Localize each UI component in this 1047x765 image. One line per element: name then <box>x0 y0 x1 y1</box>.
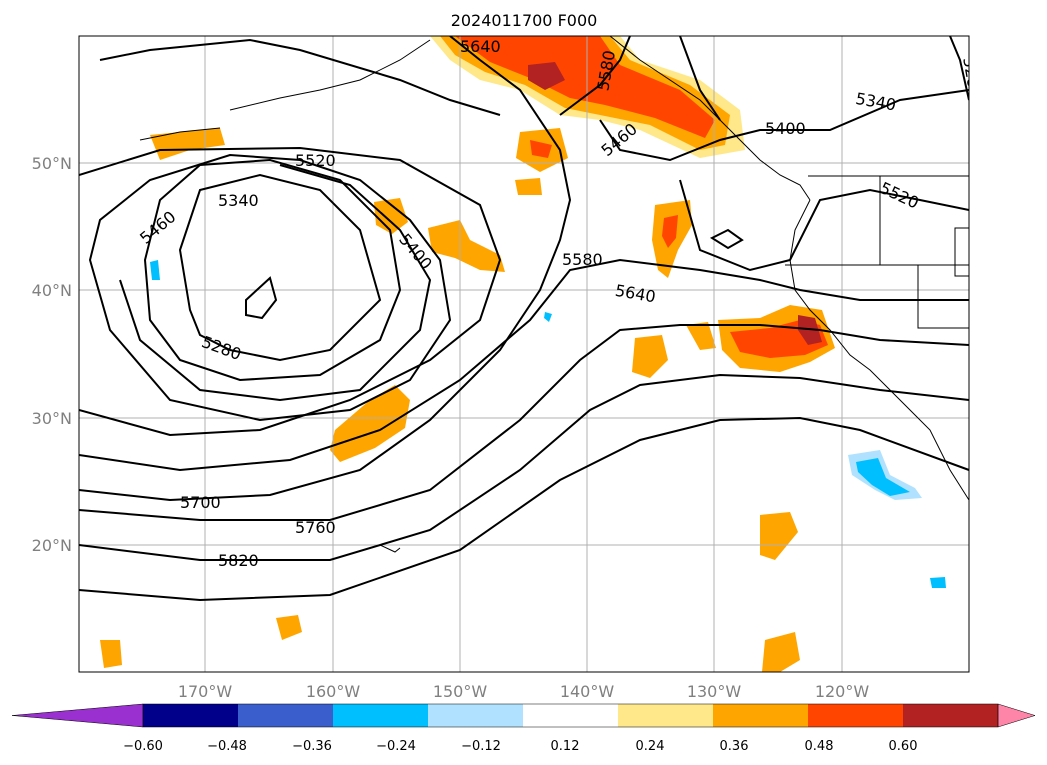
negative-anomaly-shading <box>150 260 946 588</box>
contour-label: 5400 <box>765 119 806 138</box>
lon-label: 170°W <box>178 682 233 701</box>
colorbar-tick-label: 0.48 <box>805 739 834 754</box>
contour-label: 5640 <box>460 37 501 56</box>
contour-label: 5760 <box>295 518 336 537</box>
lat-labels: 50°N 40°N 30°N 20°N <box>32 154 72 555</box>
colorbar-segments <box>11 703 1036 728</box>
lat-label: 50°N <box>32 154 72 173</box>
contour-label: 5580 <box>562 250 603 269</box>
contour-label: 5520 <box>295 151 336 170</box>
height-contours <box>79 36 969 602</box>
coastlines <box>139 36 969 553</box>
map-frame <box>78 35 970 673</box>
map-area: 5640 5580 5460 5400 5340 5280 5520 5460 … <box>79 36 985 672</box>
contour-labels: 5640 5580 5460 5400 5340 5280 5520 5460 … <box>136 37 985 570</box>
lon-labels: 170°W 160°W 150°W 140°W 130°W 120°W <box>178 682 870 701</box>
colorbar-tick-label: 0.24 <box>636 739 665 754</box>
colorbar-segment <box>238 704 333 727</box>
colorbar-segment <box>523 704 618 727</box>
contour-label: 5340 <box>854 89 897 115</box>
colorbar-tick-label: −0.12 <box>461 739 501 754</box>
lat-label: 40°N <box>32 281 72 300</box>
lon-label: 160°W <box>306 682 361 701</box>
colorbar-tick-label: −0.48 <box>207 739 247 754</box>
colorbar-ticks: −0.60 −0.48 −0.36 −0.24 −0.12 0.12 0.24 … <box>123 739 917 754</box>
contour-label: 5280 <box>199 332 244 364</box>
colorbar-segment <box>997 703 1036 728</box>
colorbar-frame <box>142 703 999 728</box>
colorbar-segment <box>11 703 144 728</box>
colorbar-segment <box>903 704 998 727</box>
contour-label: 5460 <box>136 207 179 248</box>
colorbar: −0.60 −0.48 −0.36 −0.24 −0.12 0.12 0.24 … <box>11 703 1036 754</box>
positive-anomaly-shading <box>100 36 835 672</box>
colorbar-segment <box>713 704 808 727</box>
contour-label: 5700 <box>180 493 221 512</box>
colorbar-segment <box>618 704 713 727</box>
colorbar-tick-label: −0.60 <box>123 739 163 754</box>
lon-label: 140°W <box>560 682 615 701</box>
contour-label: 5820 <box>218 551 259 570</box>
lat-label: 30°N <box>32 409 72 428</box>
colorbar-segment <box>333 704 428 727</box>
lon-label: 130°W <box>687 682 742 701</box>
lon-label: 150°W <box>433 682 488 701</box>
lon-label: 120°W <box>815 682 870 701</box>
colorbar-tick-label: −0.36 <box>292 739 332 754</box>
map-title: 2024011700 F000 <box>451 11 598 30</box>
colorbar-tick-label: 0.12 <box>551 739 580 754</box>
colorbar-segment <box>808 704 903 727</box>
contour-label: 5340 <box>218 191 259 210</box>
colorbar-tick-label: 0.60 <box>889 739 918 754</box>
contour-label: 5520 <box>877 178 922 212</box>
contour-label: 5280 <box>959 56 985 99</box>
contour-label: 5640 <box>614 281 657 307</box>
colorbar-tick-label: −0.24 <box>376 739 416 754</box>
colorbar-segment <box>428 704 523 727</box>
lat-label: 20°N <box>32 536 72 555</box>
colorbar-tick-label: 0.36 <box>720 739 749 754</box>
colorbar-segment <box>143 704 238 727</box>
